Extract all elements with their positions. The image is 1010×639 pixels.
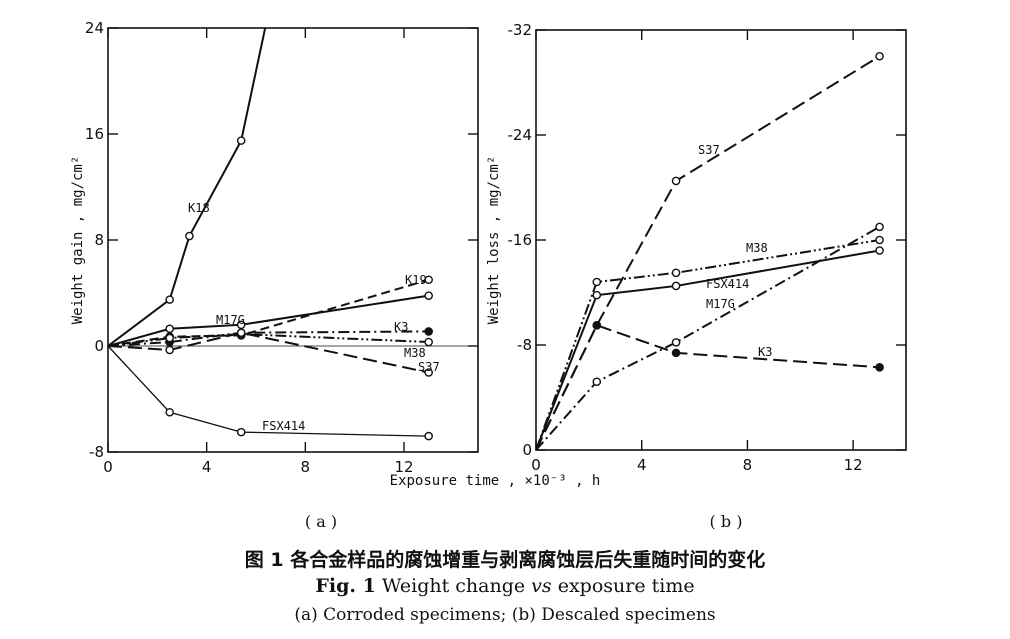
x-tick-label: 12 xyxy=(394,458,413,476)
series-line-k3 xyxy=(108,330,429,347)
series-label: FSX414 xyxy=(262,419,305,433)
caption-english: Fig. 1 Weight change vs exposure time xyxy=(0,575,1010,597)
caption-title-part1: Weight change xyxy=(381,575,526,597)
series-label: K19 xyxy=(405,273,427,287)
series-label: M17G xyxy=(706,297,735,311)
data-point xyxy=(671,176,681,186)
data-point xyxy=(165,324,174,334)
data-point xyxy=(165,295,174,304)
series-m38: M38 xyxy=(108,329,433,360)
data-point xyxy=(875,246,884,255)
panel-label: ( a ) xyxy=(305,512,337,531)
y-tick-label: -8 xyxy=(89,443,104,461)
x-tick-label: 0 xyxy=(103,458,113,476)
y-tick-label: 24 xyxy=(85,19,104,37)
series-line-m17g xyxy=(108,294,429,347)
panel-b: 0 -8 -16 -24 -32 0 4 8 12 S37 M38 FSX414 M17G K3 Weigh… xyxy=(486,21,907,531)
data-point xyxy=(592,321,602,330)
data-point xyxy=(592,290,602,300)
caption-subtitle: (a) Corroded specimens; (b) Descaled spe… xyxy=(294,605,716,625)
data-point xyxy=(424,327,433,336)
y-tick-label: 16 xyxy=(85,125,104,143)
series-label: S37 xyxy=(698,143,720,157)
y-axis-title: Weight gain , mg/cm² xyxy=(70,156,86,325)
y-tick-label: 0 xyxy=(94,337,104,355)
x-tick-label: 8 xyxy=(743,456,753,474)
data-point xyxy=(185,231,194,241)
data-point xyxy=(671,348,681,358)
data-point xyxy=(424,368,433,377)
series-label: M17G xyxy=(216,313,245,327)
x-tick-label: 4 xyxy=(202,458,212,476)
y-axis-title: Weight loss , mg/cm² xyxy=(486,156,502,325)
series-label: FSX414 xyxy=(706,277,749,291)
series-m38: M38 xyxy=(536,235,884,450)
plot-frame-a xyxy=(107,27,479,453)
series-line-m17g xyxy=(536,226,881,450)
series-fsx414: FSX414 xyxy=(108,345,433,441)
data-point xyxy=(424,431,433,441)
series-line-s37 xyxy=(108,331,429,374)
data-point xyxy=(671,338,681,347)
series-label: K3 xyxy=(758,345,772,359)
data-point xyxy=(875,363,884,372)
series-line-fsx414 xyxy=(108,345,429,437)
y-tick-label: -32 xyxy=(508,21,533,39)
x-tick-label: 0 xyxy=(531,456,541,474)
y-tick-label: 0 xyxy=(522,441,532,459)
series-fsx414: FSX414 xyxy=(536,246,884,450)
series-label: K3 xyxy=(394,320,408,334)
panel-label: ( b ) xyxy=(710,512,743,531)
series-label: M38 xyxy=(746,241,768,255)
series-line-k3 xyxy=(536,324,880,450)
data-point xyxy=(671,281,681,291)
y-tick-label: -24 xyxy=(508,126,533,144)
caption-title-part2: exposure time xyxy=(557,575,695,597)
series-label: K18 xyxy=(188,201,210,215)
data-point xyxy=(165,345,174,355)
series-k3: K3 xyxy=(536,321,884,450)
data-point xyxy=(592,277,602,287)
series-line-fsx414 xyxy=(536,249,880,450)
series-line-k19 xyxy=(108,278,429,347)
series-line-m38 xyxy=(536,239,880,450)
series-s37: S37 xyxy=(108,328,440,377)
data-point xyxy=(165,407,174,417)
series-label: S37 xyxy=(418,360,440,374)
series-line-m38 xyxy=(108,333,429,347)
data-point xyxy=(875,235,884,245)
caption-chinese: 图 1 各合金样品的腐蚀增重与剥离腐蚀层后失重随时间的变化 xyxy=(244,549,766,571)
x-tick-label: 8 xyxy=(301,458,311,476)
series-m17g: M17G xyxy=(108,291,433,347)
data-point xyxy=(592,377,602,387)
x-tick-label: 4 xyxy=(637,456,647,474)
data-point xyxy=(236,427,246,437)
plot-frame-b xyxy=(535,29,907,451)
data-point xyxy=(875,51,884,61)
data-point xyxy=(424,291,433,300)
data-point xyxy=(236,320,246,330)
series-line-k18 xyxy=(108,28,267,347)
data-point xyxy=(236,136,246,145)
data-point xyxy=(671,268,681,278)
y-tick-label: -16 xyxy=(508,231,533,249)
data-point xyxy=(875,222,884,232)
series-label: M38 xyxy=(404,346,426,360)
caption-vs: vs xyxy=(531,575,552,597)
y-tick-label: -8 xyxy=(517,336,532,354)
caption-fig-label: Fig. 1 xyxy=(315,575,376,597)
data-point xyxy=(165,333,174,343)
x-axis-title: Exposure time , ×10⁻³ , h xyxy=(390,473,601,489)
data-point xyxy=(236,328,246,338)
x-tick-label: 12 xyxy=(844,456,863,474)
series-m17g: M17G xyxy=(536,222,884,450)
y-tick-label: 8 xyxy=(94,231,104,249)
data-point xyxy=(424,337,433,347)
data-point xyxy=(424,275,433,285)
series-k18: K18 xyxy=(108,28,267,347)
